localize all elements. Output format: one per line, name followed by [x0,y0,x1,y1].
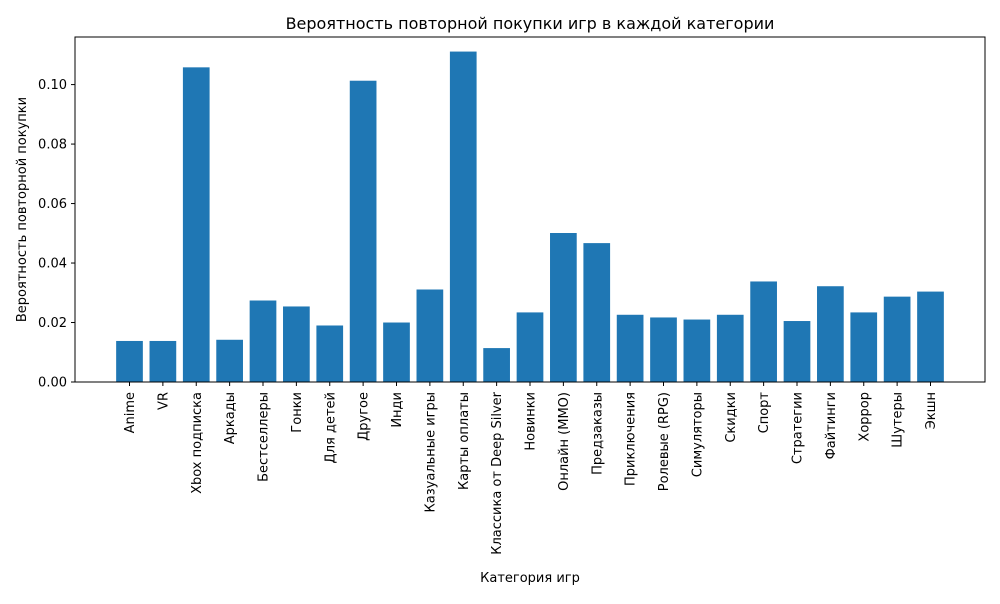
x-tick-label: Стратегии [791,392,806,464]
bar [850,312,878,382]
bar [817,286,844,382]
x-tick-label: Аркады [223,392,238,444]
x-tick-label: Гонки [290,392,305,433]
y-tick-label: 0.00 [38,376,67,391]
x-tick-label: Спорт [757,392,772,434]
bars-group [116,51,944,382]
x-tick-label: Другое [357,392,372,441]
bar [550,233,577,382]
x-tick-label: VR [156,392,171,410]
y-tick-label: 0.10 [38,78,67,93]
x-tick-label: Инди [390,392,405,428]
x-tick-label: Карты оплаты [457,392,472,490]
bar [516,312,544,382]
x-tick-label: Классика от Deep Silver [490,391,505,554]
y-tick-label: 0.08 [38,138,67,153]
y-tick-label: 0.06 [38,197,67,212]
y-axis-label: Вероятность повторной покупки [15,97,30,322]
bar [716,314,744,382]
bar [683,319,711,382]
bar [249,300,277,382]
bar [149,340,177,382]
x-tick-label: Шутеры [891,392,906,448]
bar [182,67,210,382]
x-tick-label: Приключения [624,392,639,486]
bar [383,322,410,382]
x-tick-label: Экшн [924,392,939,429]
y-tick-label: 0.02 [38,316,67,331]
plot-frame [74,36,986,383]
bar [316,325,344,382]
x-tick-label: Казуальные игры [423,392,438,512]
bar [917,291,944,382]
x-tick-label: Онлайн (ММО) [557,392,572,491]
bar [283,306,310,382]
x-tick-label: Xbox подписка [190,392,205,494]
bar [616,314,644,382]
bar [583,243,611,382]
x-tick-label: Хоррор [857,392,872,442]
bar [416,289,444,382]
x-axis: Anime VR Xbox подписка Аркады Бестселлеры Гон… [123,382,939,555]
chart-title: Вероятность повторной покупки игр в кажд… [286,14,775,33]
x-tick-label: Скидки [724,392,739,443]
bar [449,51,477,382]
bar [783,321,811,382]
x-tick-label: Для детей [323,392,338,463]
x-tick-label: Предзаказы [590,392,605,475]
bar [883,296,911,382]
x-tick-label: Ролевые (RPG) [657,392,672,491]
y-tick-label: 0.04 [38,257,67,272]
x-tick-label: Симуляторы [690,392,705,477]
bar [216,339,243,382]
x-tick-label: Новинки [524,392,539,451]
bar [650,317,677,382]
x-axis-label: Категория игр [480,571,580,586]
x-tick-label: Бестселлеры [257,392,272,482]
y-axis: 0.00 0.02 0.04 0.06 0.08 0.10 [38,78,75,391]
bar [349,80,377,382]
bar [750,281,777,382]
x-tick-label: Файтинги [824,392,839,459]
x-tick-label: Anime [123,392,138,433]
bar [116,340,143,382]
bar [483,348,510,382]
